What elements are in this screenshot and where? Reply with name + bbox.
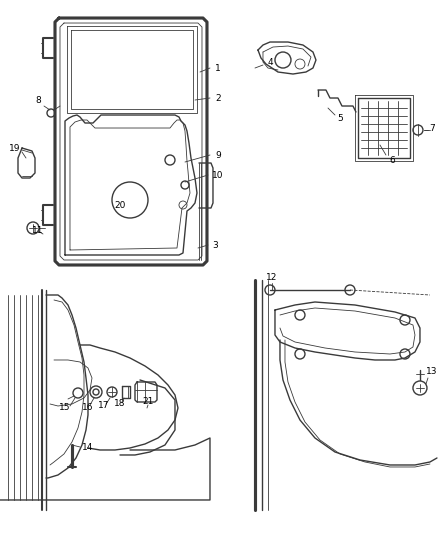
Text: 2: 2 — [215, 93, 221, 102]
Text: 21: 21 — [142, 398, 154, 407]
Text: 14: 14 — [82, 443, 94, 453]
Text: 13: 13 — [426, 367, 438, 376]
Text: 10: 10 — [212, 171, 224, 180]
Text: 5: 5 — [337, 114, 343, 123]
Text: 19: 19 — [9, 143, 21, 152]
Text: 8: 8 — [35, 95, 41, 104]
Text: 15: 15 — [59, 403, 71, 413]
Text: 17: 17 — [98, 401, 110, 410]
Text: 7: 7 — [429, 124, 435, 133]
Text: 20: 20 — [114, 200, 126, 209]
Text: 9: 9 — [215, 150, 221, 159]
Text: 11: 11 — [32, 225, 44, 235]
Text: 18: 18 — [114, 400, 126, 408]
Text: 1: 1 — [215, 63, 221, 72]
Text: 16: 16 — [82, 403, 94, 413]
Text: 6: 6 — [389, 156, 395, 165]
Text: 3: 3 — [212, 240, 218, 249]
Text: 12: 12 — [266, 273, 278, 282]
Text: 4: 4 — [267, 58, 273, 67]
